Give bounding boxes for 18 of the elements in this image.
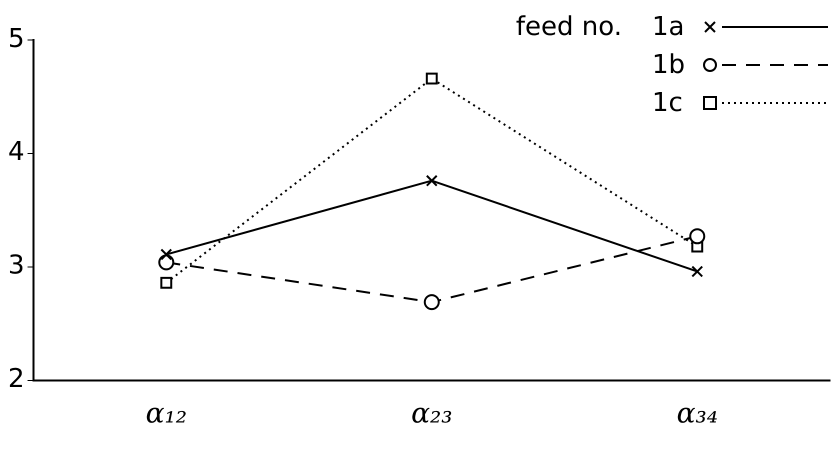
y-tick-label: 2 <box>8 364 25 394</box>
legend-label: 1a <box>652 12 686 42</box>
point <box>424 294 440 310</box>
point <box>160 276 172 289</box>
point <box>689 228 706 244</box>
y-tick-label: 4 <box>8 137 25 168</box>
point <box>426 174 438 187</box>
x-tick-label: α₂₃ <box>411 396 452 430</box>
point <box>426 72 438 85</box>
legend-title: feed no. <box>516 11 622 44</box>
point <box>160 248 172 260</box>
x-tick-label: α₃₄ <box>676 396 718 430</box>
point <box>691 266 704 278</box>
x-tick-label: α₁₂ <box>146 396 187 430</box>
legend-label: 1c <box>652 88 684 118</box>
legend-label: 1b <box>652 50 686 80</box>
y-tick-label: 3 <box>8 250 25 281</box>
y-tick-label: 5 <box>8 24 25 54</box>
